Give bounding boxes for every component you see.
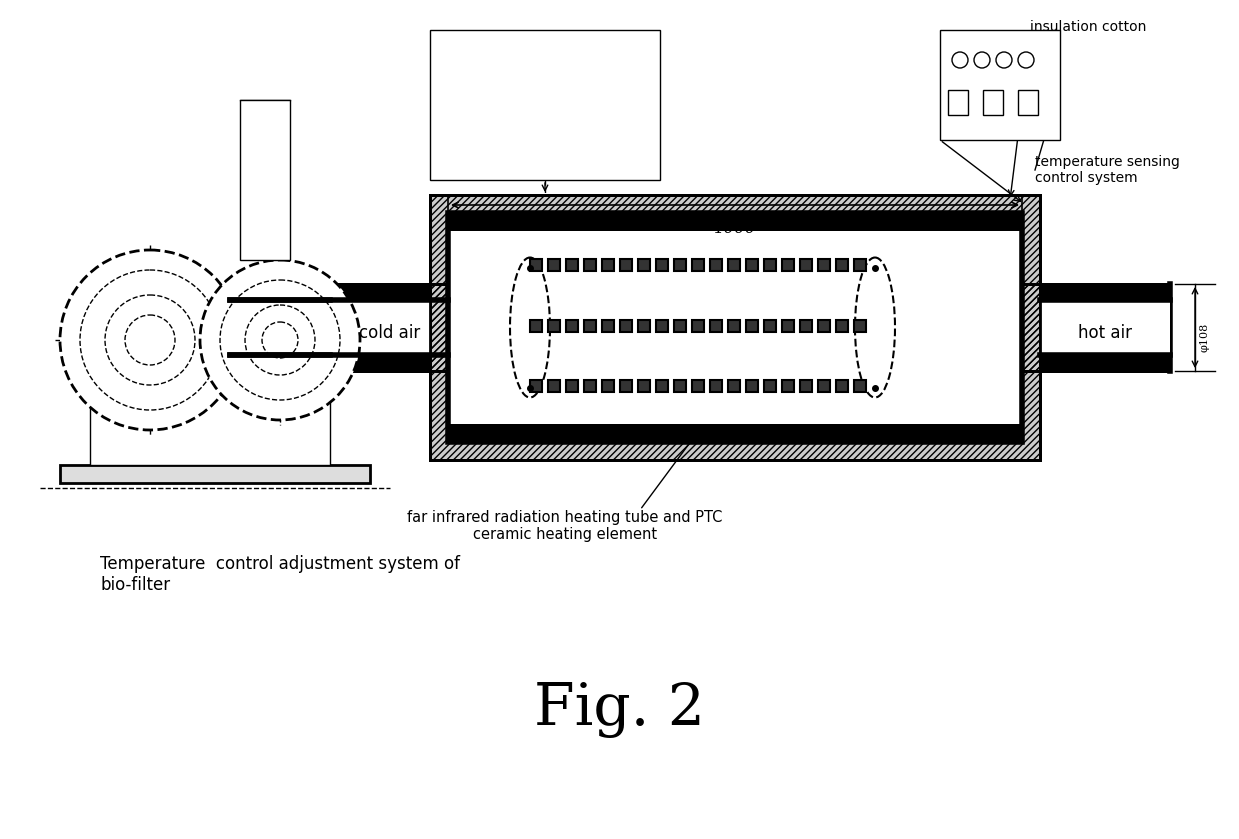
Bar (230, 300, 430, 355)
Bar (602, 380, 615, 392)
Bar (800, 259, 812, 271)
Text: steel pipe: steel pipe (440, 93, 502, 107)
Bar (530, 380, 541, 392)
Bar (782, 259, 794, 271)
Bar (836, 259, 847, 271)
Bar (449, 231, 1022, 424)
Bar (90, 370, 330, 465)
Bar (430, 195, 1040, 460)
Text: cold air: cold air (359, 324, 420, 341)
Bar (620, 259, 632, 271)
Bar (584, 259, 596, 271)
Bar (674, 320, 686, 331)
Bar (449, 213, 1022, 231)
Bar (602, 259, 615, 271)
Bar (566, 320, 579, 331)
Bar (548, 380, 560, 392)
Bar (818, 320, 830, 331)
Bar (836, 320, 847, 331)
Bar (230, 355, 430, 371)
Bar (782, 380, 794, 392)
Text: Fig. 2: Fig. 2 (534, 682, 705, 738)
Bar (655, 259, 668, 271)
Bar (430, 195, 1040, 460)
Bar (764, 320, 776, 331)
Ellipse shape (510, 258, 550, 398)
Bar (548, 259, 560, 271)
Bar (729, 380, 740, 392)
Bar (854, 380, 866, 392)
Bar (230, 284, 449, 371)
Bar (230, 284, 449, 371)
Bar (230, 284, 430, 300)
Bar (638, 380, 650, 392)
Text: temperature sensing
control system: temperature sensing control system (1035, 155, 1180, 185)
Text: 1000: 1000 (714, 220, 756, 237)
Text: φ108: φ108 (1201, 323, 1211, 352)
Text: insulation cotton: insulation cotton (440, 69, 545, 81)
Bar (1022, 284, 1170, 371)
Bar (430, 195, 1040, 460)
Bar (854, 320, 866, 331)
Bar (693, 259, 704, 271)
Bar (746, 320, 758, 331)
Bar (602, 320, 615, 331)
Bar (818, 259, 830, 271)
Text: insulated aluminum shell: insulated aluminum shell (440, 44, 597, 56)
Bar (1040, 300, 1170, 355)
Bar (854, 259, 866, 271)
Bar (655, 320, 668, 331)
Bar (1040, 284, 1170, 300)
Bar (800, 320, 812, 331)
Bar (655, 380, 668, 392)
Bar (729, 259, 740, 271)
Bar (584, 380, 596, 392)
Bar (620, 380, 632, 392)
Bar (940, 30, 1061, 140)
Bar (746, 380, 758, 392)
Bar (59, 465, 370, 483)
Text: Temperature  control adjustment system of
bio-filter: Temperature control adjustment system of… (100, 555, 460, 594)
Bar (764, 259, 776, 271)
Bar (430, 30, 660, 180)
Bar (240, 100, 290, 260)
Text: hot air: hot air (1078, 324, 1132, 341)
Text: far infrared radiation heating tube and PTC
ceramic heating element: far infrared radiation heating tube and … (408, 510, 722, 542)
Bar (710, 380, 722, 392)
Bar (1040, 355, 1170, 371)
Bar (449, 213, 1022, 442)
Bar (1018, 90, 1038, 115)
Bar (530, 320, 541, 331)
Bar (729, 320, 740, 331)
Bar (746, 259, 758, 271)
Bar (566, 380, 579, 392)
Bar (693, 380, 704, 392)
Bar (638, 320, 650, 331)
Bar (710, 259, 722, 271)
Bar (693, 320, 704, 331)
Bar (620, 320, 632, 331)
Bar (530, 259, 541, 271)
Bar (710, 320, 722, 331)
Bar (764, 380, 776, 392)
Bar (548, 320, 560, 331)
Bar (674, 259, 686, 271)
Ellipse shape (855, 258, 895, 398)
Bar (836, 380, 847, 392)
Text: air medium: air medium (440, 118, 512, 132)
Bar (983, 90, 1004, 115)
Text: insulation cotton: insulation cotton (1030, 20, 1146, 34)
Bar (449, 424, 1022, 442)
Bar (638, 259, 650, 271)
Bar (1022, 284, 1170, 371)
Bar (584, 320, 596, 331)
Bar (800, 380, 812, 392)
Bar (818, 380, 830, 392)
Bar (782, 320, 794, 331)
Bar (674, 380, 686, 392)
Bar (566, 259, 579, 271)
Bar (948, 90, 968, 115)
Circle shape (199, 260, 361, 420)
Circle shape (59, 250, 240, 430)
